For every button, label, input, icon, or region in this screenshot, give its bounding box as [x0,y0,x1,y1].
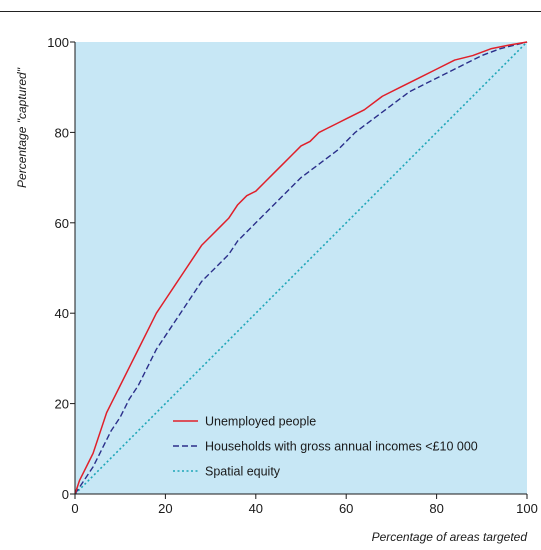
legend-label-2: Households with gross annual incomes <£1… [205,440,478,454]
series-line-3 [74,41,528,495]
top-rule [0,11,541,12]
x-tick-label: 20 [158,501,172,516]
x-tick-label: 60 [339,501,353,516]
ticks-layer: 0 20 40 60 80 100 0 20 40 60 80 100 [47,35,538,516]
x-tick-label: 80 [429,501,443,516]
series-line-2 [74,41,528,495]
y-axis-title: Percentage "captured" [15,67,29,188]
legend-label-1: Unemployed people [205,415,316,429]
x-tick-label: 40 [249,501,263,516]
x-tick-label: 0 [71,501,78,516]
y-tick-label: 80 [55,125,69,140]
series-line-1 [74,41,528,495]
axes-layer [74,42,527,495]
y-tick-label: 100 [47,35,69,50]
x-axis-title: Percentage of areas targeted [372,530,528,544]
x-tick-label: 100 [516,501,538,516]
y-tick-label: 60 [55,216,69,231]
legend-label-3: Spatial equity [205,465,281,479]
y-tick-label: 0 [62,487,69,502]
series-layer [74,41,528,495]
y-tick-label: 40 [55,306,69,321]
y-tick-label: 20 [55,397,69,412]
legend: Unemployed people Households with gross a… [173,415,478,479]
